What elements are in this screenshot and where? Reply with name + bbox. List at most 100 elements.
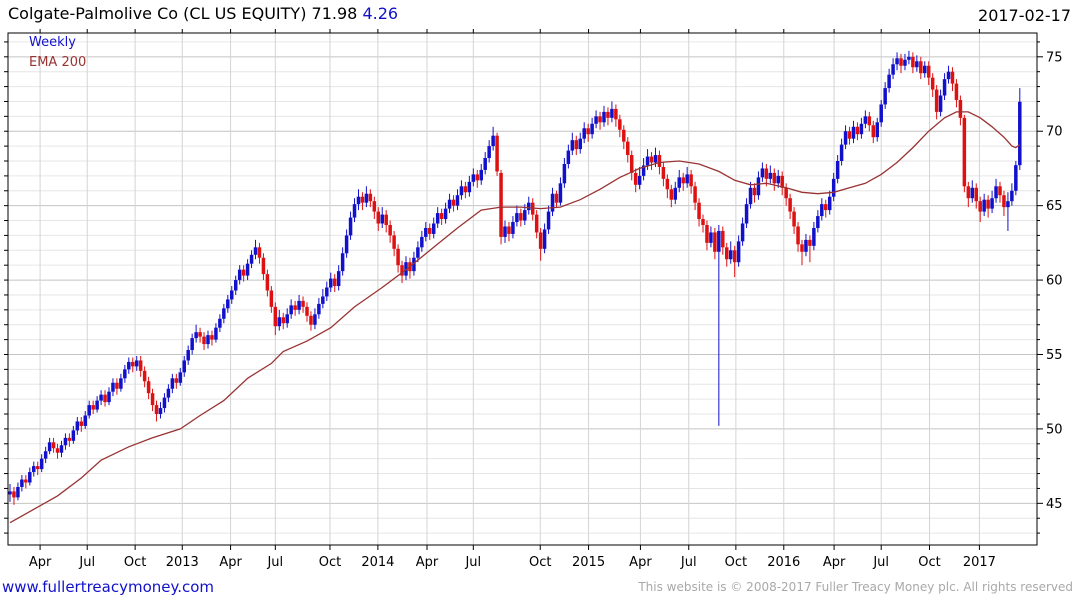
candle-body (812, 227, 816, 246)
candle-body (28, 472, 32, 483)
candle-body (879, 104, 883, 123)
candle-body (542, 229, 547, 249)
candle-body (412, 257, 416, 272)
candle-body (55, 448, 60, 453)
candle-body (420, 236, 424, 248)
candle-body (950, 71, 955, 84)
footer-copyright: This website is © 2008-2017 Fuller Treac… (638, 580, 1073, 594)
candle-body (8, 491, 12, 495)
candle-body (131, 361, 135, 367)
candle-body (685, 174, 689, 184)
candle-body (119, 378, 123, 389)
candle-body (293, 305, 297, 310)
candle-body (281, 317, 285, 324)
candle-body (515, 213, 519, 223)
candle-body (210, 335, 214, 340)
candle-body (1002, 195, 1006, 208)
candle-body (697, 202, 701, 220)
candle-body (257, 247, 262, 258)
candle-body (938, 95, 943, 112)
candle-body (689, 174, 693, 187)
candle-body (24, 479, 28, 483)
x-axis-label: Jul (78, 555, 95, 570)
candle-body (843, 131, 848, 145)
y-axis-label: 55 (1046, 348, 1063, 363)
candle-body (701, 219, 705, 225)
candle-body (824, 204, 828, 211)
ema-200-line (9, 111, 1021, 524)
candle-body (1014, 165, 1018, 191)
footer-website-link[interactable]: www.fullertreacymoney.com (2, 578, 215, 596)
candle-body (764, 168, 769, 179)
candle-body (847, 131, 852, 139)
candle-body (75, 421, 80, 431)
candle-body (550, 193, 555, 212)
candle-body (970, 187, 975, 199)
x-axis-label: Jul (680, 555, 697, 570)
candle-body (178, 372, 183, 383)
candle-body (495, 135, 499, 172)
candle-body (875, 122, 879, 138)
x-axis-label: 2015 (572, 555, 605, 570)
candle-body (871, 125, 876, 138)
candle-body (16, 486, 20, 498)
candle-body (321, 296, 325, 304)
candle-body (12, 491, 16, 498)
candle-body (301, 300, 305, 307)
candle-body (705, 225, 709, 243)
candle-body (491, 135, 495, 147)
candle-body (923, 65, 927, 74)
candle-body (43, 451, 48, 459)
candle-body (253, 247, 258, 255)
candle-body (340, 253, 345, 272)
candle-body (1010, 190, 1014, 202)
candle-body (400, 265, 404, 276)
candle-body (202, 336, 206, 345)
candle-body (265, 274, 270, 291)
candle-body (590, 123, 594, 135)
candle-body (978, 201, 982, 212)
candle-body (107, 391, 111, 403)
candle-body (919, 61, 923, 74)
candle-body (222, 308, 226, 319)
page-title: Colgate-Palmolive Co (CL US EQUITY) 71.9… (8, 4, 398, 23)
candle-body (637, 175, 642, 185)
candle-body (67, 437, 72, 441)
candle-body (582, 128, 586, 139)
candle-body (162, 397, 167, 409)
candle-body (289, 305, 293, 315)
candle-body (899, 58, 903, 66)
candle-body (645, 156, 650, 166)
candle-body (241, 269, 246, 276)
plot-frame (7, 32, 1038, 546)
candle-body (673, 187, 678, 200)
candle-body (364, 193, 369, 203)
candle-body (519, 213, 523, 221)
x-axis-label: Jul (464, 555, 481, 570)
candle-body (717, 230, 721, 252)
candle-body (966, 186, 971, 199)
candle-body (772, 172, 777, 184)
candle-body (39, 458, 44, 470)
candle-body (138, 360, 143, 371)
candle-body (891, 64, 895, 75)
candle-body (459, 186, 464, 196)
candle-body (934, 89, 939, 112)
y-axis-label: 45 (1046, 497, 1063, 512)
candle-body (915, 61, 919, 68)
candle-body (657, 155, 662, 167)
candle-body (499, 172, 503, 237)
candle-body (83, 415, 87, 426)
candle-body (911, 56, 915, 68)
x-axis-label: Oct (319, 555, 341, 570)
candle-body (958, 99, 963, 118)
candle-body (218, 318, 222, 328)
x-axis-label: Oct (725, 555, 747, 570)
x-axis-label: Apr (629, 555, 652, 570)
candle-body (653, 155, 658, 163)
candle-body (1006, 201, 1010, 208)
y-axis-label: 75 (1046, 50, 1063, 65)
candle-body (150, 393, 155, 406)
